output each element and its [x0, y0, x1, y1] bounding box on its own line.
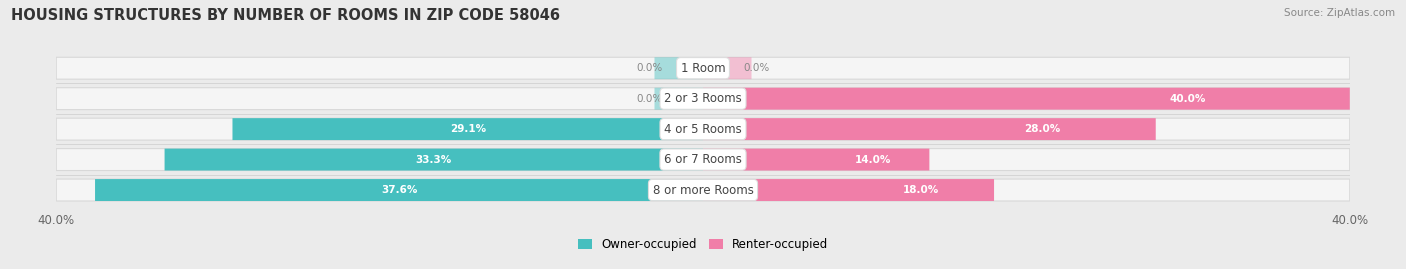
Text: 28.0%: 28.0%	[1025, 124, 1060, 134]
FancyBboxPatch shape	[703, 148, 929, 171]
Legend: Owner-occupied, Renter-occupied: Owner-occupied, Renter-occupied	[572, 233, 834, 256]
Text: Source: ZipAtlas.com: Source: ZipAtlas.com	[1284, 8, 1395, 18]
FancyBboxPatch shape	[703, 118, 1156, 140]
Text: 0.0%: 0.0%	[637, 63, 662, 73]
Text: HOUSING STRUCTURES BY NUMBER OF ROOMS IN ZIP CODE 58046: HOUSING STRUCTURES BY NUMBER OF ROOMS IN…	[11, 8, 560, 23]
FancyBboxPatch shape	[56, 88, 1350, 110]
FancyBboxPatch shape	[703, 179, 994, 201]
FancyBboxPatch shape	[654, 88, 703, 110]
Text: 18.0%: 18.0%	[903, 185, 939, 195]
FancyBboxPatch shape	[56, 57, 1350, 79]
FancyBboxPatch shape	[232, 118, 703, 140]
Text: 8 or more Rooms: 8 or more Rooms	[652, 183, 754, 197]
Text: 29.1%: 29.1%	[450, 124, 486, 134]
Text: 0.0%: 0.0%	[744, 63, 769, 73]
FancyBboxPatch shape	[703, 57, 752, 79]
FancyBboxPatch shape	[654, 57, 703, 79]
Text: 6 or 7 Rooms: 6 or 7 Rooms	[664, 153, 742, 166]
Text: 1 Room: 1 Room	[681, 62, 725, 75]
FancyBboxPatch shape	[56, 179, 1350, 201]
Text: 33.3%: 33.3%	[416, 155, 451, 165]
Text: 40.0%: 40.0%	[1170, 94, 1206, 104]
FancyBboxPatch shape	[703, 88, 1350, 110]
FancyBboxPatch shape	[56, 148, 1350, 171]
Text: 2 or 3 Rooms: 2 or 3 Rooms	[664, 92, 742, 105]
FancyBboxPatch shape	[56, 118, 1350, 140]
Text: 37.6%: 37.6%	[381, 185, 418, 195]
FancyBboxPatch shape	[165, 148, 703, 171]
Text: 14.0%: 14.0%	[855, 155, 891, 165]
FancyBboxPatch shape	[96, 179, 703, 201]
Text: 4 or 5 Rooms: 4 or 5 Rooms	[664, 123, 742, 136]
Text: 0.0%: 0.0%	[637, 94, 662, 104]
